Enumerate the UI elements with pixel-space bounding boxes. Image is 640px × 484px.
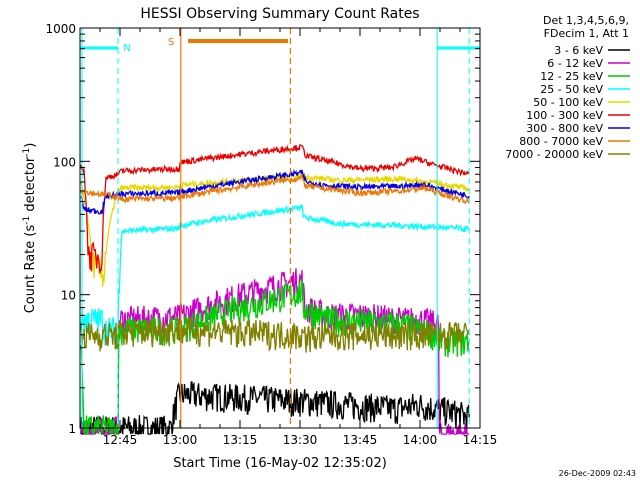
legend-entry-4: 50 - 100 keV [533, 96, 603, 109]
chart-title: HESSI Observing Summary Count Rates [140, 6, 419, 22]
x-tick-label-6: 14:15 [463, 433, 498, 447]
legend: Det 1,3,4,5,6,9,FDecim 1, Att 1 3 - 6 keV… [505, 14, 630, 161]
y-label-part-1: -1 [22, 216, 32, 225]
legend-entry-2: 12 - 25 keV [540, 70, 603, 83]
legend-entry-7: 800 - 7000 keV [519, 135, 603, 148]
series-line-5 [80, 143, 470, 274]
y-tick-label-0: 1 [68, 422, 76, 436]
x-tick-label-1: 13:00 [163, 433, 198, 447]
series-line-7 [80, 173, 470, 205]
x-tick-label-3: 13:30 [283, 433, 318, 447]
x-tick-label-4: 13:45 [343, 433, 378, 447]
y-label-part-0: Count Rate (s [23, 225, 38, 314]
x-axis: 12:45 13:00 13:15 13:30 13:45 14:00 14:15 [99, 28, 498, 447]
x-tick-label-2: 13:15 [223, 433, 258, 447]
series-line-0 [80, 380, 470, 436]
y-axis-label-text: Count Rate (s-1 detector-1) [22, 143, 38, 314]
legend-header-1: FDecim 1, Att 1 [544, 27, 629, 40]
saa-label: S [168, 37, 174, 48]
x-tick-label-0: 12:45 [103, 433, 138, 447]
plot-area: NS [79, 27, 481, 436]
y-axis-label: Count Rate (s-1 detector-1) [22, 143, 38, 314]
y-label-part-3: -1 [22, 148, 32, 157]
y-label-part-2: detector [23, 156, 38, 216]
night-label: N [123, 43, 130, 54]
legend-entry-5: 100 - 300 keV [526, 109, 603, 122]
timestamp: 26-Dec-2009 02:43 [559, 469, 636, 478]
legend-entry-3: 25 - 50 keV [540, 83, 603, 96]
y-tick-label-2: 100 [53, 155, 76, 169]
y-tick-label-3: 1000 [45, 22, 76, 36]
x-tick-label-5: 14:00 [403, 433, 438, 447]
series-line-8 [80, 316, 470, 353]
legend-entry-1: 6 - 12 keV [547, 57, 603, 70]
series-line-6 [80, 168, 470, 215]
legend-entry-8: 7000 - 20000 keV [505, 148, 603, 161]
legend-header-0: Det 1,3,4,5,6,9, [543, 14, 629, 27]
y-label-part-4: ) [23, 143, 38, 148]
series-line-3 [80, 203, 470, 346]
legend-entry-6: 300 - 800 keV [526, 122, 603, 135]
x-axis-label: Start Time (16-May-02 12:35:02) [173, 456, 387, 471]
y-axis: 1 10 100 1000 [45, 22, 480, 436]
legend-entry-0: 3 - 6 keV [554, 44, 603, 57]
y-tick-label-1: 10 [61, 289, 76, 303]
